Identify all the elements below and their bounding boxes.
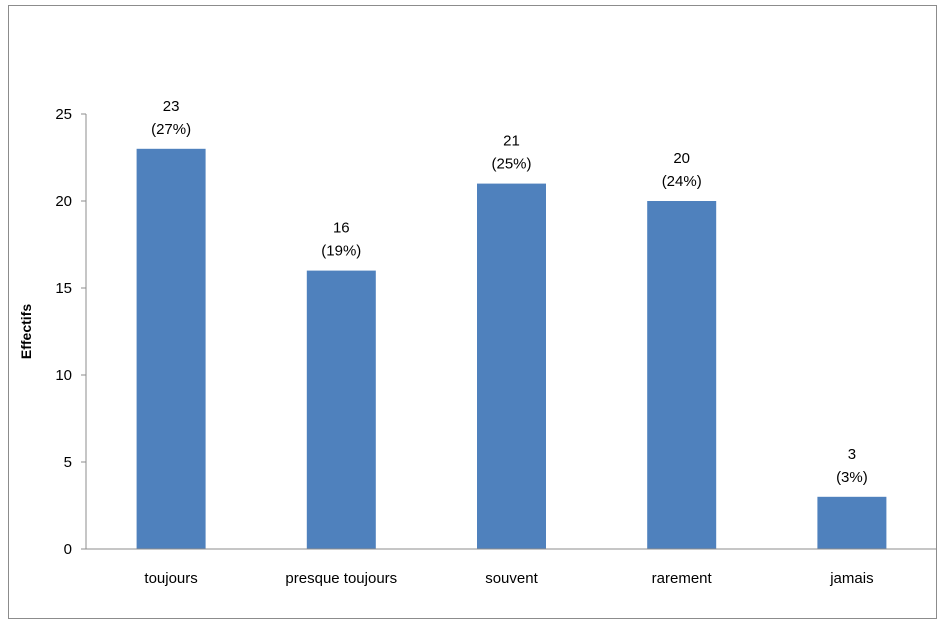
- data-label-percent: (25%): [491, 156, 531, 173]
- data-label-value: 20: [673, 150, 690, 167]
- data-label-value: 3: [848, 446, 856, 463]
- data-labels: 23 (27%) 16 (19%) 21 (25%) 20 (24%) 3 (3%): [151, 98, 868, 486]
- bar-souvent: [477, 183, 546, 549]
- y-axis-ticks: 0 5 10 15 20 25: [55, 106, 86, 558]
- y-axis-title: Effectifs: [18, 304, 34, 359]
- data-label-value: 16: [333, 220, 350, 237]
- bars: [136, 148, 887, 550]
- x-category-label: souvent: [485, 570, 538, 587]
- bar-rarement: [647, 201, 717, 549]
- bar-presque-toujours: [306, 270, 376, 549]
- data-label-percent: (3%): [836, 469, 868, 486]
- bar-chart: 0 5 10 15 20 25 23 (27%) 16 (19%) 21 (25%) 20 (24%) 3…: [18, 98, 937, 587]
- x-category-label: rarement: [652, 570, 713, 587]
- bar-toujours: [136, 148, 206, 550]
- y-tick-label: 0: [64, 541, 72, 558]
- data-label-value: 23: [163, 98, 180, 115]
- data-label-value: 21: [503, 133, 520, 150]
- y-tick-label: 20: [55, 193, 72, 210]
- chart-frame: 0 5 10 15 20 25 23 (27%) 16 (19%) 21 (25%) 20 (24%) 3…: [8, 5, 937, 619]
- y-tick-label: 25: [55, 106, 72, 123]
- x-axis-labels: toujours presque toujours souvent rarement j…: [144, 570, 873, 587]
- bar-jamais: [817, 496, 887, 549]
- data-label-percent: (19%): [321, 243, 361, 260]
- y-tick-label: 15: [55, 280, 72, 297]
- x-category-label: jamais: [829, 570, 873, 587]
- y-tick-label: 5: [64, 454, 72, 471]
- data-label-percent: (24%): [662, 173, 702, 190]
- x-category-label: presque toujours: [285, 570, 397, 587]
- y-tick-label: 10: [55, 367, 72, 384]
- x-category-label: toujours: [144, 570, 197, 587]
- data-label-percent: (27%): [151, 121, 191, 138]
